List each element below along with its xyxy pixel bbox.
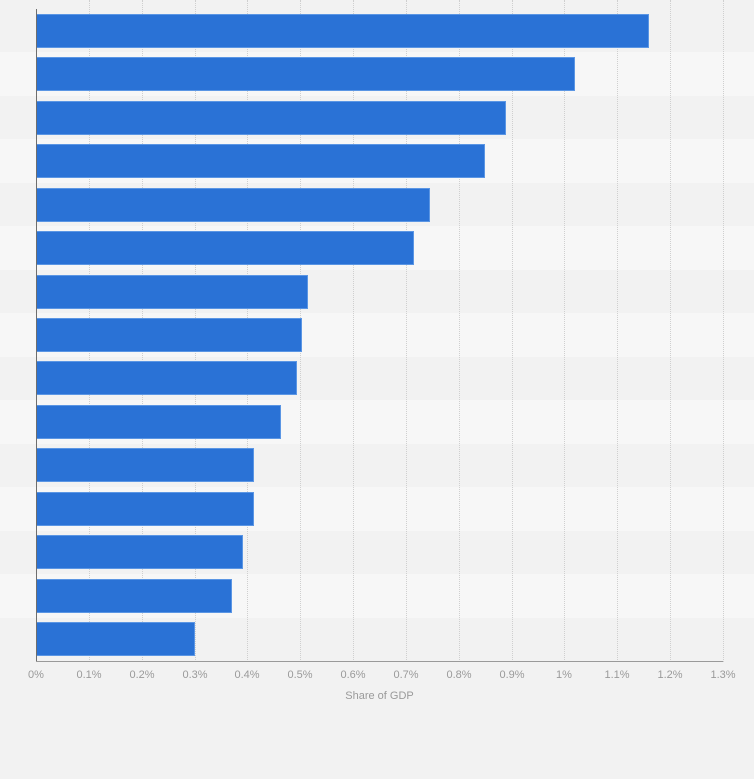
gridline xyxy=(564,0,566,662)
x-axis-title: Share of GDP xyxy=(345,690,414,702)
x-tick-label: 1.1% xyxy=(604,669,630,681)
bar xyxy=(37,318,302,352)
x-tick-label: 0.7% xyxy=(393,669,419,681)
x-tick-label: 0.1% xyxy=(76,669,102,681)
x-tick-label: 0.2% xyxy=(129,669,155,681)
gridline xyxy=(406,0,408,662)
x-tick-label: 0.9% xyxy=(499,669,525,681)
gridline xyxy=(617,0,619,662)
gridline xyxy=(670,0,672,662)
x-tick-label: 0.6% xyxy=(340,669,366,681)
x-tick-label: 1.3% xyxy=(710,669,736,681)
bar xyxy=(37,188,430,222)
x-tick-label: 1% xyxy=(556,669,572,681)
bar xyxy=(37,275,308,309)
plot-area xyxy=(36,0,725,662)
x-tick-label: 0.8% xyxy=(446,669,472,681)
x-axis-line xyxy=(36,661,723,662)
bar xyxy=(37,405,281,439)
x-tick-label: 0.5% xyxy=(287,669,313,681)
gridline xyxy=(723,0,725,662)
bar xyxy=(37,448,254,482)
x-tick-label: 0.3% xyxy=(182,669,208,681)
bar xyxy=(37,57,575,91)
bar xyxy=(37,579,232,613)
bar xyxy=(37,231,414,265)
x-axis-tick-labels: 0% 0.1% 0.2% 0.3% 0.4% 0.5% 0.6% 0.7% 0.8% 0.9% 1%… xyxy=(0,668,754,686)
footer-area xyxy=(0,710,754,779)
bar xyxy=(37,361,297,395)
gridline xyxy=(512,0,514,662)
gridline xyxy=(353,0,355,662)
bar xyxy=(37,14,649,48)
bar xyxy=(37,101,506,135)
y-axis-line xyxy=(36,9,37,662)
bar xyxy=(37,492,254,526)
gridline xyxy=(459,0,461,662)
x-tick-label: 0% xyxy=(28,669,44,681)
x-tick-label: 0.4% xyxy=(234,669,260,681)
bar xyxy=(37,622,195,656)
bar xyxy=(37,535,243,569)
x-tick-label: 1.2% xyxy=(657,669,683,681)
bar xyxy=(37,144,485,178)
